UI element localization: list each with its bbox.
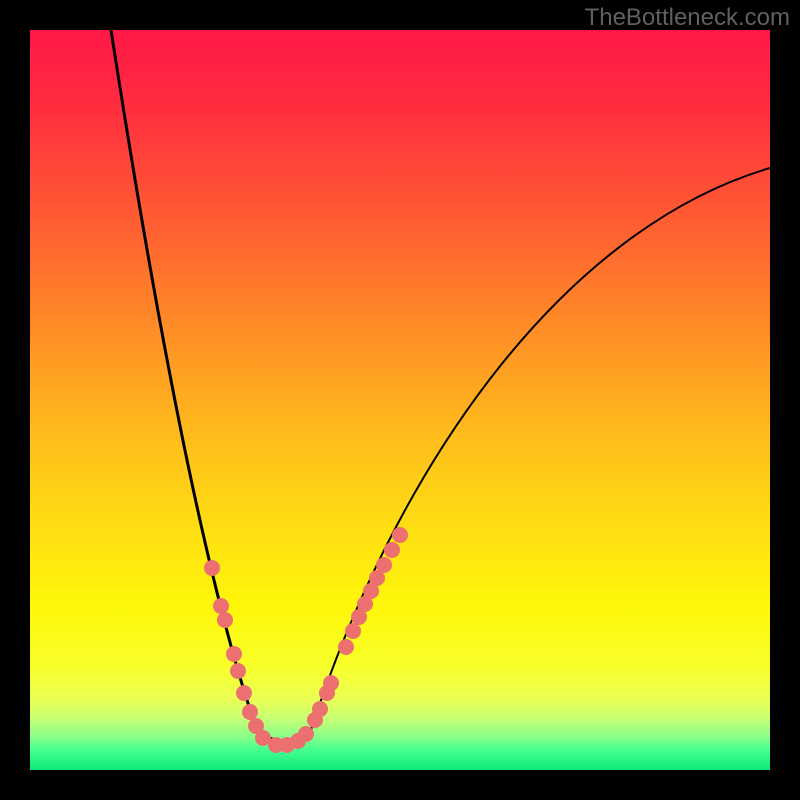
data-dot [230, 663, 246, 679]
data-dot [345, 623, 361, 639]
data-dot [338, 639, 354, 655]
data-dot [204, 560, 220, 576]
data-dot [213, 598, 229, 614]
data-dot [312, 701, 328, 717]
data-dot [236, 685, 252, 701]
data-dot [298, 726, 314, 742]
data-dot [392, 527, 408, 543]
data-dot [384, 542, 400, 558]
data-dot [242, 704, 258, 720]
bottleneck-chart [0, 0, 800, 800]
data-dot [323, 675, 339, 691]
data-dot [226, 646, 242, 662]
data-dot [376, 557, 392, 573]
chart-stage: TheBottleneck.com [0, 0, 800, 800]
data-dot [217, 612, 233, 628]
watermark-text: TheBottleneck.com [585, 4, 790, 32]
gradient-background [30, 30, 770, 770]
